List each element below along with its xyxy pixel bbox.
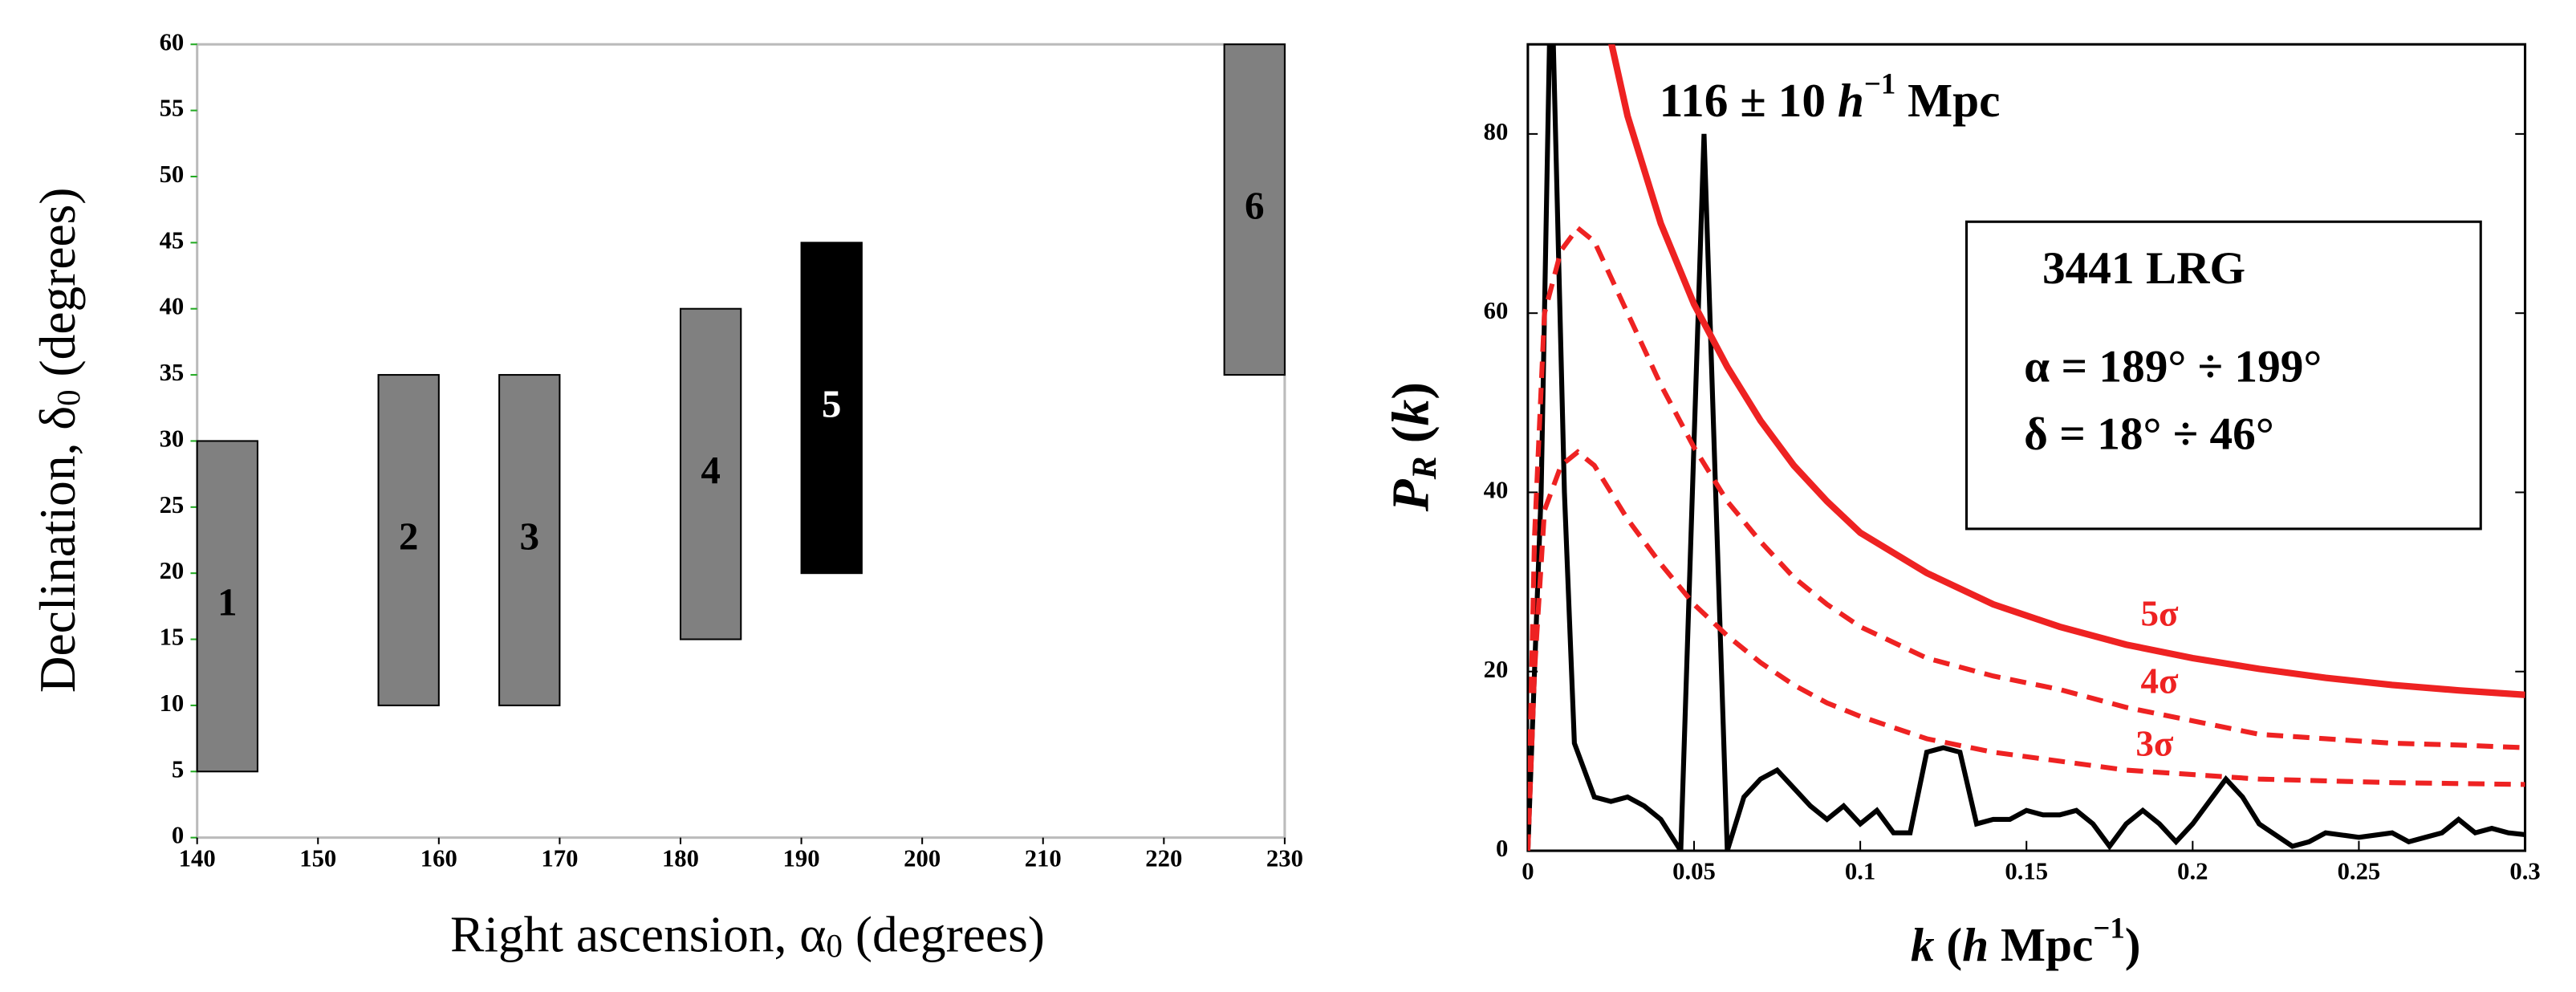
bar-label: 1 (217, 580, 238, 624)
y-tick-label: 40 (160, 293, 185, 320)
x-tick-label: 150 (299, 844, 336, 872)
x-tick-label: 210 (1025, 844, 1062, 872)
y-tick-label: 25 (160, 491, 185, 518)
y-label-part: (degrees) (28, 188, 85, 390)
left-x-label: Right ascension, α0 (degrees) (450, 905, 1045, 964)
x-label-part: Right ascension, α (450, 905, 827, 962)
y-tick-label: 80 (1484, 118, 1509, 145)
bar-label: 2 (399, 514, 419, 558)
y-tick-label: 15 (160, 624, 185, 651)
x-tick-label: 0 (1522, 858, 1534, 885)
range-bar (196, 440, 258, 773)
x-tick-label: 160 (421, 844, 457, 872)
x-tick-label: 170 (541, 844, 578, 872)
data-line (1527, 224, 2525, 852)
range-bar (498, 374, 561, 706)
y-tick-label: 60 (1484, 297, 1509, 324)
x-label-part: ( (1935, 917, 1963, 970)
x-label-part: Mpc (1989, 917, 2093, 970)
data-line (1527, 449, 2525, 852)
x-tick-label: 0.3 (2509, 858, 2540, 885)
peak-annotation: 116 ± 10 h−1 Mpc (1660, 67, 2001, 127)
bar-label: 4 (701, 448, 721, 492)
data-line (1527, 44, 2525, 852)
y-label-part: ( (1383, 425, 1440, 456)
range-bar (1223, 43, 1286, 376)
x-tick-label: 0.05 (1672, 858, 1716, 885)
y-tick-label: 35 (160, 359, 185, 386)
x-tick-label: 220 (1145, 844, 1182, 872)
series-label: 4σ (2140, 661, 2179, 701)
x-tick-label: 0.15 (2005, 858, 2048, 885)
x-tick-label: 230 (1266, 844, 1303, 872)
x-tick-label: 0.2 (2177, 858, 2208, 885)
range-bar (679, 307, 742, 640)
y-tick-label: 30 (160, 425, 185, 452)
x-label-part: k (1911, 917, 1935, 970)
y-label-sub: 0 (51, 389, 87, 405)
annotation-part: h (1838, 74, 1864, 127)
annotation-part: 116 ± 10 (1660, 74, 1838, 127)
y-tick-label: 10 (160, 689, 185, 717)
x-label-sup: −1 (2093, 912, 2124, 945)
y-tick-label: 40 (1484, 477, 1509, 504)
info-line: α = 189° ÷ 199° (2024, 342, 2322, 392)
info-line: δ = 18° ÷ 46° (2024, 409, 2274, 460)
x-tick-label: 200 (904, 844, 941, 872)
bar-label: 6 (1245, 183, 1265, 227)
annotation-part: Mpc (1895, 74, 2000, 127)
y-tick-label: 20 (160, 557, 185, 584)
y-tick-label: 5 (172, 755, 184, 783)
y-tick-label: 55 (160, 95, 185, 122)
y-label-part: ) (1383, 382, 1440, 400)
y-tick-label: 60 (160, 28, 185, 55)
range-bar (800, 242, 863, 575)
x-label-part: h (1962, 917, 1989, 970)
y-label-part: k (1383, 399, 1440, 425)
right-y-label: PR (k) (1383, 382, 1444, 512)
y-label-sub: R (1406, 457, 1444, 481)
series-label: 5σ (2140, 594, 2179, 634)
right-x-label: k (h Mpc−1) (1911, 912, 2141, 971)
bar-label: 5 (822, 382, 842, 426)
info-box (1965, 220, 2482, 531)
range-bar (377, 374, 440, 706)
y-tick-label: 0 (1496, 835, 1508, 862)
x-tick-label: 0.25 (2338, 858, 2381, 885)
info-title: 3441 LRG (2042, 243, 2245, 294)
y-label-part: P (1383, 478, 1440, 512)
y-tick-label: 50 (160, 161, 185, 188)
y-tick-label: 0 (172, 822, 184, 849)
x-tick-label: 190 (783, 844, 820, 872)
x-tick-label: 0.1 (1845, 858, 1875, 885)
x-tick-label: 140 (179, 844, 216, 872)
bar-label: 3 (519, 514, 539, 558)
series-label: 3σ (2135, 723, 2174, 763)
plot-lines (1527, 44, 2525, 852)
y-label-part: Declination, δ (28, 406, 85, 693)
x-label-part: ) (2125, 917, 2141, 970)
y-tick-label: 20 (1484, 656, 1509, 683)
annotation-sup: −1 (1864, 67, 1895, 100)
x-label-sub: 0 (827, 928, 843, 964)
data-line (1608, 44, 2525, 698)
left-y-label: Declination, δ0 (degrees) (28, 188, 87, 693)
y-tick-label: 45 (160, 226, 185, 254)
x-label-part: (degrees) (843, 905, 1045, 962)
x-tick-label: 180 (662, 844, 699, 872)
